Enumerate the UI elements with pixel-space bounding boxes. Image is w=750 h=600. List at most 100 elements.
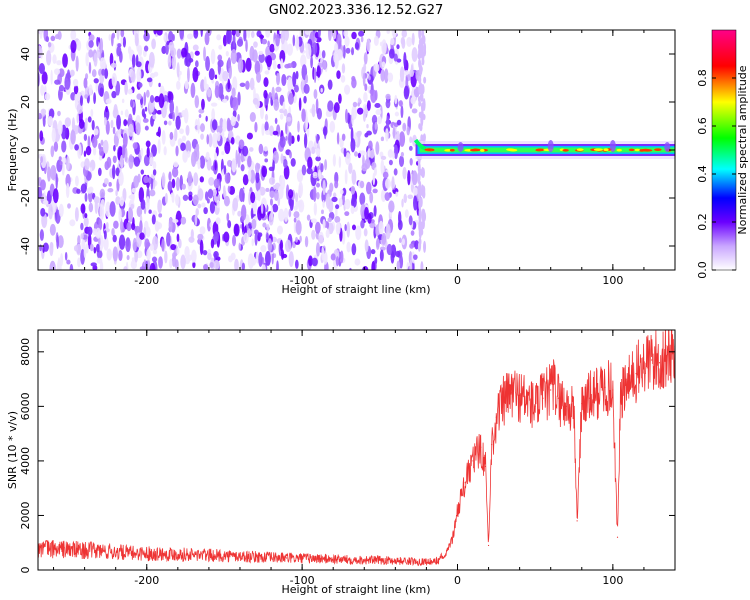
noise-blob	[288, 251, 294, 268]
noise-blob	[69, 263, 74, 270]
snr-point	[550, 389, 552, 391]
noise-blob	[76, 39, 82, 52]
noise-blob	[396, 58, 402, 63]
noise-blob	[138, 82, 143, 88]
noise-blob	[314, 221, 321, 234]
snr-point	[534, 405, 536, 407]
noise-blob	[175, 194, 180, 206]
noise-blob	[292, 71, 297, 87]
noise-blob	[294, 192, 299, 203]
noise-blob	[133, 156, 141, 167]
colorbar-label: Normalized spectral amplitude	[736, 65, 749, 234]
noise-blob	[134, 32, 139, 47]
spectrogram-y-tick-label: 0	[19, 147, 32, 154]
noise-blob	[40, 84, 45, 96]
noise-blob	[292, 34, 296, 47]
noise-blob	[278, 208, 285, 222]
noise-blob	[181, 109, 187, 118]
noise-blob	[377, 116, 382, 125]
noise-blob	[146, 77, 153, 83]
noise-blob	[219, 117, 224, 128]
noise-blob	[363, 52, 368, 65]
noise-blob	[368, 140, 373, 151]
signal-core	[654, 148, 662, 151]
noise-blob	[286, 116, 292, 122]
snr-x-label: Height of straight line (km)	[281, 583, 430, 596]
noise-blob	[401, 238, 405, 246]
noise-blob	[112, 155, 117, 164]
noise-blob	[362, 265, 369, 270]
noise-blob	[263, 89, 268, 99]
noise-edge-blob	[421, 184, 425, 197]
noise-blob	[176, 80, 181, 90]
noise-blob	[311, 257, 318, 267]
noise-blob	[396, 260, 401, 270]
noise-blob	[214, 74, 218, 80]
noise-blob	[336, 70, 341, 80]
noise-blob	[322, 200, 325, 208]
noise-blob	[334, 215, 341, 224]
noise-blob	[153, 30, 157, 35]
noise-blob	[359, 150, 366, 157]
noise-blob	[88, 84, 93, 96]
noise-blob	[261, 165, 268, 178]
noise-blob	[169, 258, 173, 269]
noise-blob	[373, 35, 379, 46]
noise-edge-blob	[417, 52, 421, 60]
noise-blob	[216, 125, 223, 134]
noise-blob	[336, 132, 340, 145]
noise-blob	[206, 198, 210, 204]
noise-blob	[164, 250, 168, 264]
noise-blob	[275, 33, 280, 47]
snr-point	[620, 394, 622, 397]
noise-blob	[403, 70, 410, 76]
noise-blob	[413, 195, 418, 211]
noise-edge-blob	[419, 168, 423, 176]
noise-blob	[281, 73, 287, 86]
noise-edge-blob	[418, 75, 422, 85]
noise-blob	[267, 238, 273, 253]
noise-edge-blob	[421, 57, 425, 66]
noise-blob	[199, 239, 204, 255]
noise-blob	[280, 30, 286, 45]
noise-blob	[73, 84, 79, 95]
noise-blob	[128, 194, 135, 200]
noise-blob	[197, 233, 204, 241]
noise-blob	[119, 196, 125, 207]
noise-blob	[99, 188, 106, 199]
snr-point	[68, 548, 70, 551]
noise-blob	[223, 185, 226, 196]
noise-blob	[239, 188, 245, 203]
noise-blob	[388, 48, 395, 59]
noise-blob	[245, 57, 252, 72]
noise-blob	[294, 259, 299, 269]
noise-blob	[298, 97, 302, 111]
noise-blob	[50, 145, 55, 158]
noise-blob	[276, 225, 283, 235]
noise-blob	[104, 68, 109, 79]
noise-blob	[310, 218, 317, 224]
noise-blob	[93, 92, 96, 105]
noise-blob	[43, 190, 46, 203]
snr-point	[130, 552, 132, 554]
noise-blob	[154, 220, 160, 232]
noise-blob	[380, 105, 383, 120]
noise-blob	[207, 88, 212, 98]
noise-blob	[225, 50, 229, 57]
snr-point	[627, 383, 629, 386]
noise-blob	[209, 201, 215, 214]
noise-blob	[404, 209, 409, 218]
noise-blob	[84, 94, 88, 99]
noise-blob	[193, 30, 199, 39]
signal-hook	[413, 138, 427, 151]
noise-blob	[190, 229, 194, 240]
noise-blob	[412, 187, 418, 196]
snr-point	[433, 561, 435, 563]
noise-blob	[168, 217, 173, 233]
noise-edge-blob	[419, 82, 423, 96]
noise-edge-blob	[420, 261, 424, 270]
noise-blob	[326, 221, 330, 229]
signal-core	[628, 148, 635, 152]
noise-blob	[266, 54, 273, 68]
